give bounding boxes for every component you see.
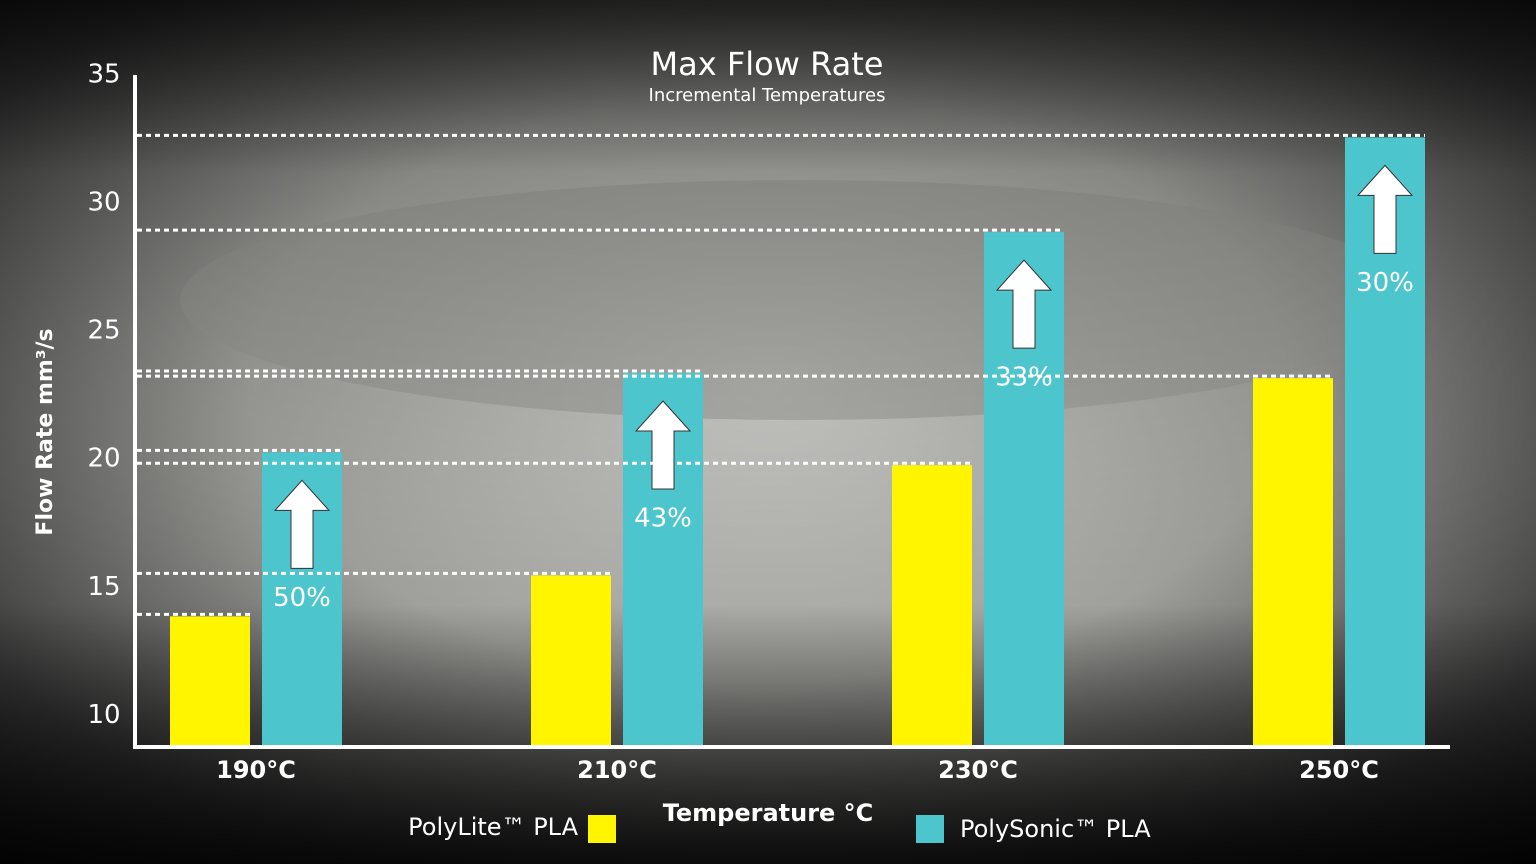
legend-label: PolyLite™ PLA	[408, 813, 578, 841]
y-tick-label: 20	[87, 444, 120, 474]
y-tick-label: 35	[87, 60, 120, 90]
bar	[531, 575, 611, 745]
increase-label: 43%	[634, 504, 692, 534]
chart-title: Max Flow Rate	[651, 45, 884, 83]
x-axis-label: Temperature °C	[663, 799, 874, 827]
legend-label: PolySonic™ PLA	[960, 815, 1151, 843]
legend-swatch	[916, 815, 944, 843]
y-tick-label: 10	[87, 700, 120, 730]
x-tick-label: 210°C	[577, 756, 657, 784]
increase-label: 30%	[1356, 268, 1414, 298]
y-axis-label: Flow Rate mm³/s	[33, 328, 58, 535]
x-tick-label: 190°C	[216, 756, 296, 784]
arrow-icon	[634, 400, 692, 490]
y-tick-label: 30	[87, 188, 120, 218]
arrow-icon	[995, 259, 1053, 349]
increase-label: 50%	[273, 583, 331, 613]
arrow-icon	[273, 479, 331, 569]
legend-swatch	[588, 815, 616, 843]
bar	[892, 465, 972, 745]
chart-subtitle: Incremental Temperatures	[649, 85, 886, 106]
x-tick-label: 230°C	[938, 756, 1018, 784]
x-tick-label: 250°C	[1299, 756, 1379, 784]
arrow-icon	[1356, 164, 1414, 254]
bar	[1253, 378, 1333, 745]
y-tick-label: 25	[87, 316, 120, 346]
bar	[170, 616, 250, 745]
y-tick-label: 15	[87, 572, 120, 602]
